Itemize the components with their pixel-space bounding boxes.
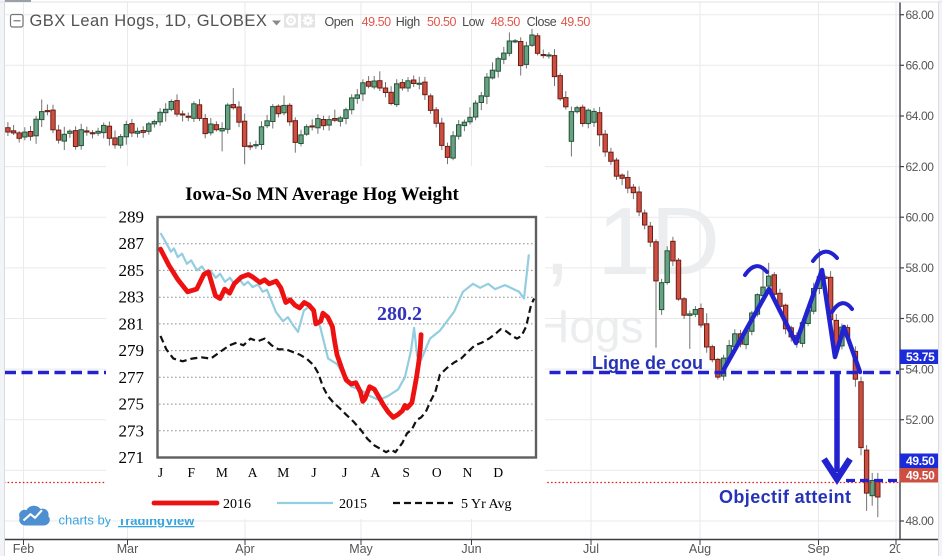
- svg-text:Aug: Aug: [689, 542, 711, 556]
- svg-text:Apr: Apr: [235, 542, 254, 556]
- svg-text:279: 279: [119, 341, 145, 360]
- svg-text:281: 281: [119, 314, 145, 333]
- svg-text:49.50: 49.50: [906, 454, 935, 468]
- svg-text:M: M: [216, 465, 228, 480]
- svg-text:D: D: [493, 465, 503, 480]
- svg-text:GBX Lean Hogs, 1D, GLOBEX: GBX Lean Hogs, 1D, GLOBEX: [30, 12, 268, 30]
- svg-text:Close: Close: [527, 15, 557, 29]
- svg-text:O: O: [432, 465, 442, 480]
- svg-text:5 Yr Avg: 5 Yr Avg: [461, 497, 512, 512]
- svg-text:68.00: 68.00: [906, 8, 935, 22]
- svg-text:A: A: [248, 465, 258, 480]
- svg-text:2015: 2015: [339, 497, 367, 512]
- svg-text:Open: Open: [325, 15, 354, 29]
- svg-text:J: J: [342, 465, 347, 480]
- svg-text:charts by: charts by: [59, 513, 112, 528]
- svg-text:49.50: 49.50: [561, 15, 591, 29]
- svg-text:J: J: [158, 465, 163, 480]
- svg-text:F: F: [187, 465, 195, 480]
- svg-text:49.50: 49.50: [906, 469, 935, 483]
- svg-text:66.00: 66.00: [906, 59, 935, 73]
- svg-text:Low: Low: [462, 15, 485, 29]
- svg-text:64.00: 64.00: [906, 109, 935, 123]
- svg-text:Sep: Sep: [807, 542, 829, 556]
- svg-text:Iowa-So MN Average Hog Weight: Iowa-So MN Average Hog Weight: [185, 184, 459, 205]
- svg-text:Ligne de cou: Ligne de cou: [592, 353, 703, 373]
- svg-text:Objectif atteint: Objectif atteint: [719, 487, 851, 507]
- svg-text:Jul: Jul: [583, 542, 599, 556]
- svg-text:Feb: Feb: [13, 542, 35, 556]
- svg-text:A: A: [371, 465, 381, 480]
- svg-text:48.50: 48.50: [491, 15, 521, 29]
- svg-text:60.00: 60.00: [906, 210, 935, 224]
- svg-text:280.2: 280.2: [377, 303, 422, 325]
- svg-text:S: S: [402, 465, 410, 480]
- svg-text:277: 277: [119, 368, 145, 387]
- svg-text:287: 287: [119, 234, 145, 253]
- svg-text:273: 273: [119, 421, 145, 440]
- svg-text:289: 289: [119, 208, 145, 227]
- svg-text:50.50: 50.50: [427, 15, 457, 29]
- svg-text:56.00: 56.00: [906, 312, 935, 326]
- svg-text:285: 285: [119, 261, 145, 280]
- svg-text:May: May: [349, 542, 373, 556]
- svg-text:52.00: 52.00: [906, 413, 935, 427]
- svg-text:N: N: [463, 465, 473, 480]
- svg-text:62.00: 62.00: [906, 160, 935, 174]
- svg-text:271: 271: [119, 448, 145, 467]
- svg-text:Mar: Mar: [117, 542, 139, 556]
- svg-text:48.00: 48.00: [906, 514, 935, 528]
- svg-text:49.50: 49.50: [362, 15, 392, 29]
- svg-text:54.00: 54.00: [906, 362, 935, 376]
- svg-text:275: 275: [119, 395, 145, 414]
- svg-text:2016: 2016: [223, 497, 251, 512]
- svg-text:58.00: 58.00: [906, 261, 935, 275]
- svg-text:283: 283: [119, 288, 145, 307]
- svg-text:M: M: [277, 465, 289, 480]
- svg-text:J: J: [311, 465, 316, 480]
- svg-text:Jun: Jun: [461, 542, 481, 556]
- svg-text:53.75: 53.75: [906, 350, 935, 364]
- svg-text:High: High: [396, 15, 420, 29]
